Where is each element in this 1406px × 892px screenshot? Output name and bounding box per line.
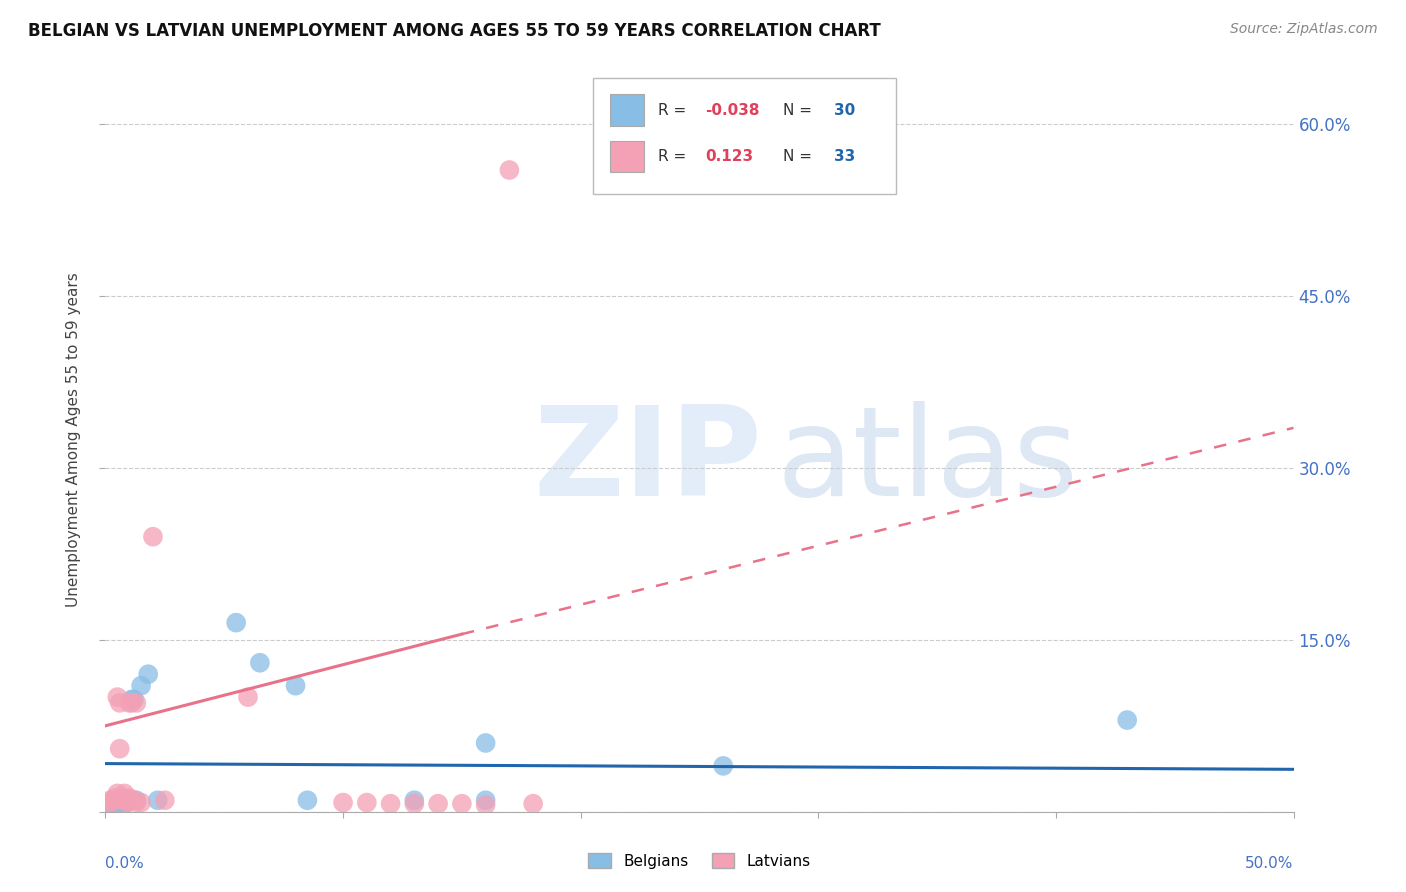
FancyBboxPatch shape (610, 141, 644, 172)
Point (101, 800, 124, 814)
Point (146, 793, 169, 807)
Point (474, 793, 496, 807)
Text: Source: ZipAtlas.com: Source: ZipAtlas.com (1230, 22, 1378, 37)
Point (114, 793, 136, 807)
Point (108, 793, 131, 807)
Text: N =: N = (783, 149, 817, 164)
Point (108, 696, 131, 710)
Text: -0.038: -0.038 (706, 103, 759, 118)
Point (522, 797, 544, 811)
Point (118, 696, 141, 710)
Point (121, 696, 143, 710)
Point (249, 656, 271, 670)
Point (111, 800, 134, 814)
Point (101, 794, 124, 808)
Point (129, 679, 152, 693)
Text: R =: R = (658, 103, 690, 118)
Point (450, 797, 472, 811)
Point (122, 793, 145, 807)
Text: N =: N = (783, 103, 817, 118)
Point (97, 796, 120, 810)
Point (111, 794, 134, 808)
Point (118, 793, 141, 807)
Text: atlas: atlas (776, 401, 1078, 522)
Point (98, 793, 121, 807)
Point (1116, 713, 1139, 727)
Point (115, 796, 138, 810)
Point (104, 791, 127, 805)
Point (125, 793, 148, 807)
Point (97, 799, 120, 814)
Text: ZIP: ZIP (533, 401, 762, 522)
Legend: Belgians, Latvians: Belgians, Latvians (582, 847, 817, 875)
Point (404, 793, 426, 807)
FancyBboxPatch shape (592, 78, 896, 194)
Text: 33: 33 (834, 149, 855, 164)
Point (427, 797, 450, 811)
Point (118, 791, 141, 805)
Point (121, 793, 143, 807)
Point (153, 793, 176, 807)
Text: 0.123: 0.123 (706, 149, 754, 164)
Point (498, 163, 520, 178)
Point (356, 796, 378, 810)
Point (125, 796, 148, 810)
Point (404, 797, 426, 811)
Point (108, 797, 131, 811)
Point (104, 797, 127, 811)
Point (474, 797, 496, 812)
Point (129, 796, 152, 810)
Text: 0.0%: 0.0% (105, 856, 145, 871)
Text: R =: R = (658, 149, 696, 164)
Point (236, 690, 259, 705)
Text: BELGIAN VS LATVIAN UNEMPLOYMENT AMONG AGES 55 TO 59 YEARS CORRELATION CHART: BELGIAN VS LATVIAN UNEMPLOYMENT AMONG AG… (28, 22, 882, 40)
Point (105, 690, 128, 705)
Text: 30: 30 (834, 103, 855, 118)
Point (711, 759, 734, 773)
Point (121, 692, 143, 706)
Point (125, 696, 148, 710)
FancyBboxPatch shape (610, 95, 644, 126)
Point (105, 800, 128, 814)
Point (142, 530, 165, 544)
Point (380, 797, 402, 811)
Point (111, 791, 134, 805)
Point (136, 667, 159, 681)
Text: 50.0%: 50.0% (1246, 856, 1294, 871)
Point (474, 736, 496, 750)
Point (114, 786, 136, 800)
Point (105, 797, 128, 812)
Point (108, 741, 131, 756)
Point (98, 799, 121, 814)
Point (104, 799, 127, 814)
Point (115, 796, 138, 810)
Y-axis label: Unemployment Among Ages 55 to 59 years: Unemployment Among Ages 55 to 59 years (66, 272, 82, 607)
Point (297, 793, 319, 807)
Point (284, 679, 307, 693)
Point (105, 786, 128, 800)
Point (122, 692, 145, 706)
Point (115, 793, 138, 807)
Point (225, 615, 247, 630)
Point (114, 793, 136, 807)
Point (101, 796, 124, 810)
Point (332, 796, 354, 810)
